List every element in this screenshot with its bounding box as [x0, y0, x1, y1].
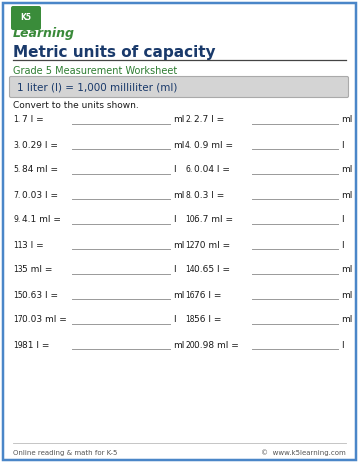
- Text: 15.: 15.: [13, 290, 25, 300]
- FancyBboxPatch shape: [3, 3, 356, 460]
- Text: l: l: [341, 340, 344, 350]
- Text: l: l: [341, 240, 344, 250]
- Text: 12.: 12.: [185, 240, 197, 250]
- Text: 0.63 l =: 0.63 l =: [22, 290, 61, 300]
- Text: 0.3 l =: 0.3 l =: [194, 190, 227, 200]
- Text: l: l: [173, 165, 176, 175]
- Text: 56 l =: 56 l =: [194, 315, 224, 325]
- Text: 8.: 8.: [185, 190, 192, 200]
- Text: 14.: 14.: [185, 265, 197, 275]
- Text: 81 l =: 81 l =: [22, 340, 52, 350]
- Text: 1 liter (l) = 1,000 milliliter (ml): 1 liter (l) = 1,000 milliliter (ml): [17, 82, 177, 92]
- Text: 0.03 ml =: 0.03 ml =: [22, 315, 70, 325]
- Text: 7.: 7.: [13, 190, 20, 200]
- Text: ml: ml: [173, 290, 185, 300]
- Text: 0.29 l =: 0.29 l =: [22, 140, 61, 150]
- Text: 4.: 4.: [185, 140, 192, 150]
- Text: 70 ml =: 70 ml =: [194, 240, 233, 250]
- Text: 6.: 6.: [185, 165, 192, 175]
- Text: l: l: [173, 265, 176, 275]
- Text: 76 l =: 76 l =: [194, 290, 224, 300]
- Text: ml: ml: [173, 140, 185, 150]
- Text: ml: ml: [341, 165, 353, 175]
- Text: 20.: 20.: [185, 340, 197, 350]
- Text: 3 l =: 3 l =: [22, 240, 47, 250]
- FancyBboxPatch shape: [11, 6, 41, 30]
- Text: 0.9 ml =: 0.9 ml =: [194, 140, 236, 150]
- Text: ml: ml: [173, 340, 185, 350]
- Text: Online reading & math for K-5: Online reading & math for K-5: [13, 450, 117, 456]
- Text: ©  www.k5learning.com: © www.k5learning.com: [261, 450, 346, 457]
- FancyBboxPatch shape: [9, 76, 349, 98]
- Text: ml: ml: [173, 240, 185, 250]
- Text: l: l: [341, 140, 344, 150]
- Text: Metric units of capacity: Metric units of capacity: [13, 45, 216, 61]
- Text: 19.: 19.: [13, 340, 25, 350]
- Text: 11.: 11.: [13, 240, 25, 250]
- Text: 7 l =: 7 l =: [22, 115, 47, 125]
- Text: 6.7 ml =: 6.7 ml =: [194, 215, 236, 225]
- Text: 10.: 10.: [185, 215, 197, 225]
- Text: 16.: 16.: [185, 290, 197, 300]
- Text: 5.: 5.: [13, 165, 20, 175]
- Text: 84 ml =: 84 ml =: [22, 165, 61, 175]
- Text: Learning: Learning: [13, 27, 75, 40]
- Text: 17.: 17.: [13, 315, 25, 325]
- Text: 0.03 l =: 0.03 l =: [22, 190, 61, 200]
- Text: ml: ml: [341, 290, 353, 300]
- Text: 0.98 ml =: 0.98 ml =: [194, 340, 242, 350]
- Text: K5: K5: [20, 13, 32, 23]
- Text: l: l: [173, 315, 176, 325]
- Text: 2.: 2.: [185, 115, 192, 125]
- Text: ml: ml: [341, 115, 353, 125]
- Text: Grade 5 Measurement Worksheet: Grade 5 Measurement Worksheet: [13, 66, 177, 76]
- Text: 18.: 18.: [185, 315, 197, 325]
- Text: l: l: [341, 215, 344, 225]
- Text: 9.: 9.: [13, 215, 20, 225]
- Text: 2.7 l =: 2.7 l =: [194, 115, 227, 125]
- Text: ml: ml: [341, 315, 353, 325]
- Text: ml: ml: [173, 115, 185, 125]
- Text: 1.: 1.: [13, 115, 20, 125]
- Text: Convert to the units shown.: Convert to the units shown.: [13, 100, 139, 110]
- Text: ml: ml: [173, 190, 185, 200]
- Text: 3.: 3.: [13, 140, 20, 150]
- Text: 0.04 l =: 0.04 l =: [194, 165, 233, 175]
- Text: l: l: [173, 215, 176, 225]
- Text: ml: ml: [341, 190, 353, 200]
- Text: 13.: 13.: [13, 265, 25, 275]
- Text: 5 ml =: 5 ml =: [22, 265, 55, 275]
- Text: 4.1 ml =: 4.1 ml =: [22, 215, 64, 225]
- Text: ml: ml: [341, 265, 353, 275]
- Text: 0.65 l =: 0.65 l =: [194, 265, 233, 275]
